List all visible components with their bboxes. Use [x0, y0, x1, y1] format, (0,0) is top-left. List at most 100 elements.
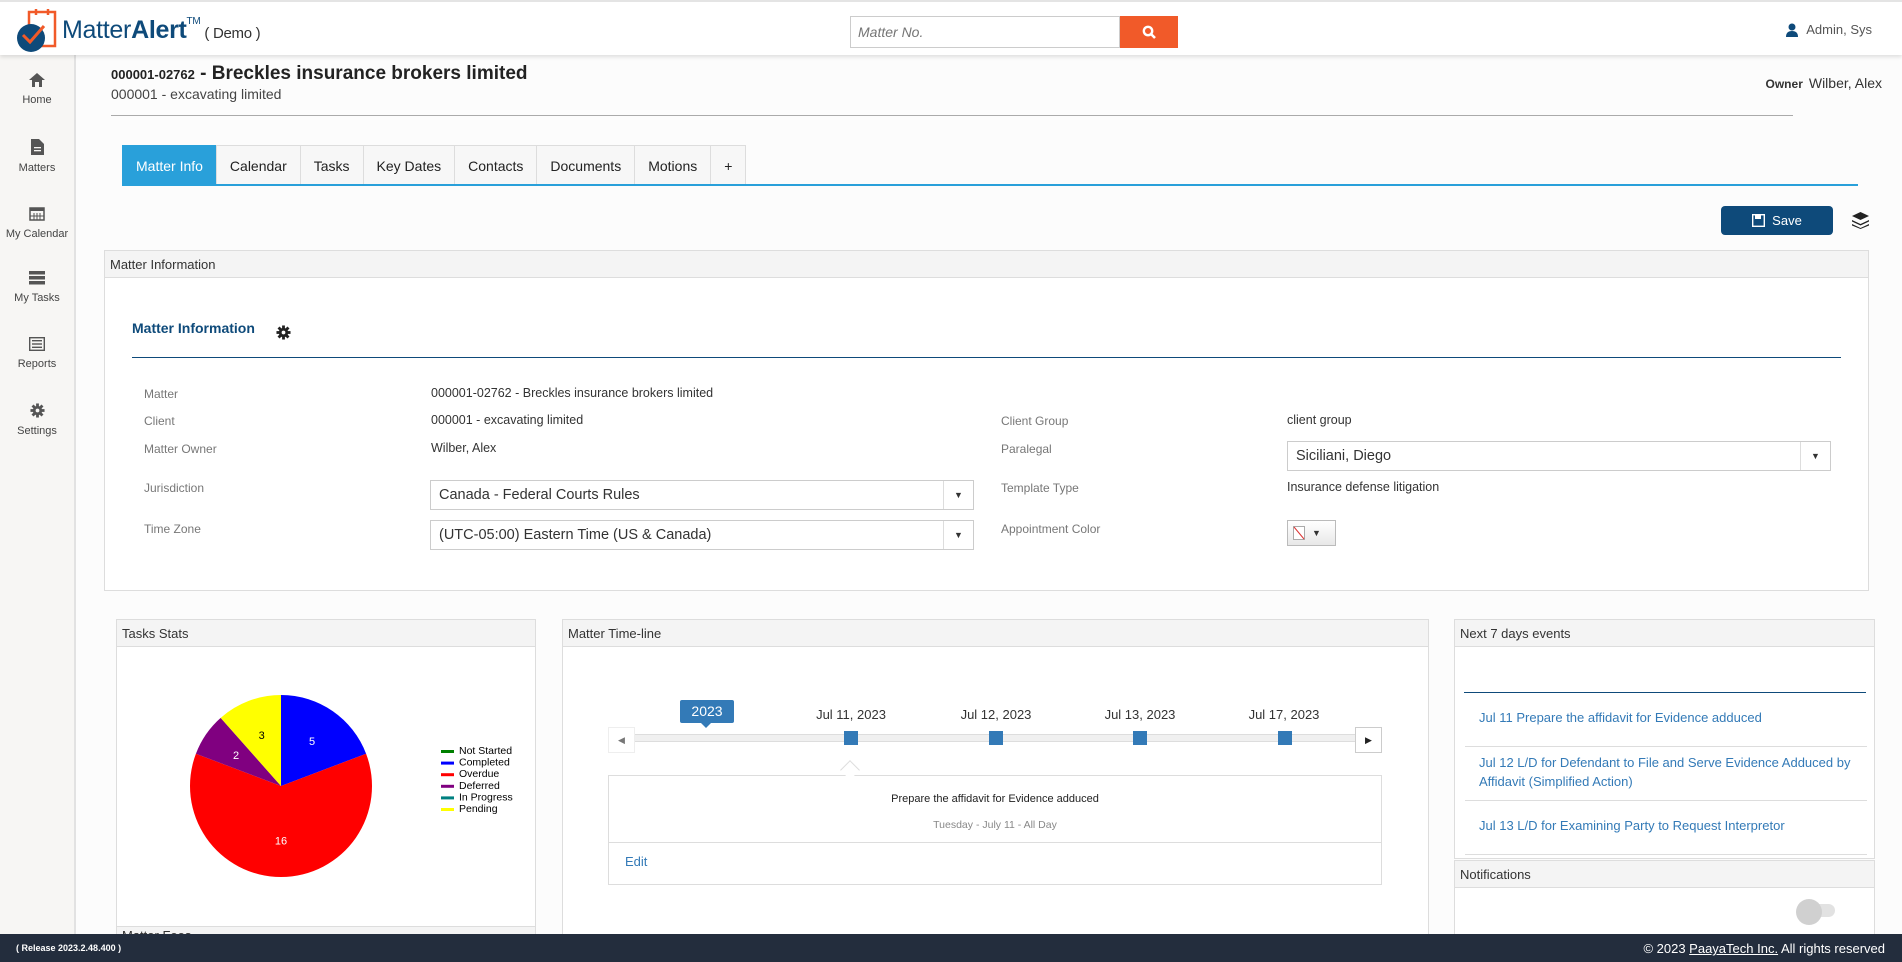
timeline-marker[interactable] [1278, 731, 1292, 745]
matter-value: 000001-02762 - Breckles insurance broker… [431, 386, 714, 400]
divider [609, 842, 1381, 843]
event-link[interactable]: Jul 12 L/D for Defendant to File and Ser… [1479, 755, 1851, 789]
event-link[interactable]: Jul 13 L/D for Examining Party to Reques… [1479, 818, 1785, 833]
copyright: © 2023 PaayaTech Inc. All rights reserve… [1643, 941, 1885, 956]
home-icon [29, 73, 45, 87]
timeline-next-button[interactable]: ▶ [1355, 727, 1382, 753]
tab-tasks[interactable]: Tasks [299, 145, 364, 185]
calendar-icon [29, 207, 45, 221]
release-version: ( Release 2023.2.48.400 ) [16, 943, 122, 953]
appointment-color-label: Appointment Color [1001, 522, 1101, 536]
legend-swatch [441, 773, 454, 777]
tab-add[interactable]: + [710, 145, 747, 185]
sidebar-item-my-tasks[interactable]: My Tasks [0, 253, 74, 319]
divider [1465, 746, 1867, 747]
panel-header: Matter Fees [122, 928, 192, 936]
owner-label: Owner [1765, 77, 1803, 91]
paralegal-select[interactable]: Siciliani, Diego ▼ [1287, 441, 1831, 471]
toggle-knob[interactable] [1796, 899, 1822, 925]
timezone-select[interactable]: (UTC-05:00) Eastern Time (US & Canada) ▼ [430, 520, 974, 550]
page-title: 000001-02762 - Breckles insurance broker… [111, 63, 528, 85]
panel-header: Matter Time-line [563, 620, 1428, 647]
legend-label: Pending [459, 803, 498, 815]
sidebar-item-matters[interactable]: Matters [0, 121, 74, 187]
event-title: Prepare the affidavit for Evidence adduc… [891, 793, 1099, 805]
sidebar-item-home[interactable]: Home [0, 55, 74, 121]
tab-matter-info[interactable]: Matter Info [122, 145, 217, 185]
legend-swatch [441, 784, 454, 788]
legend-label: Deferred [459, 780, 500, 792]
legend-swatch [441, 796, 454, 800]
chevron-down-icon: ▼ [943, 521, 973, 549]
chevron-down-icon: ▼ [1312, 528, 1321, 538]
event-link[interactable]: Jul 11 Prepare the affidavit for Evidenc… [1479, 710, 1762, 725]
owner-value: Wilber, Alex [1808, 75, 1882, 91]
copyright-suffix: All rights reserved [1778, 941, 1885, 956]
tab-bar: Matter Info Calendar Tasks Key Dates Con… [122, 145, 747, 185]
next-7-days-panel: Next 7 days events Jul 11 Prepare the af… [1454, 619, 1875, 859]
sidebar-item-settings[interactable]: Settings [0, 385, 74, 451]
legend-swatch [441, 761, 454, 765]
search-button[interactable] [1120, 16, 1178, 48]
gear-icon [29, 403, 45, 418]
appointment-color-picker[interactable]: ▼ [1287, 520, 1336, 546]
list-icon [29, 337, 45, 351]
legend-swatch [441, 808, 454, 811]
timeline-prev-button[interactable]: ◀ [608, 727, 635, 753]
sidebar-item-my-calendar[interactable]: My Calendar [0, 187, 74, 253]
tab-contacts[interactable]: Contacts [454, 145, 538, 185]
user-menu[interactable]: Admin, Sys [1786, 22, 1872, 37]
gear-icon[interactable] [276, 325, 291, 340]
timeline-date: Jul 17, 2023 [1248, 707, 1320, 722]
event-date: Tuesday - July 11 - All Day [933, 819, 1057, 831]
matter-search-input[interactable] [850, 16, 1120, 48]
sidebar-item-label: Settings [17, 425, 57, 437]
matter-information-panel: Matter Information Matter Information Ma… [104, 250, 1869, 591]
timeline-marker[interactable] [1133, 731, 1147, 745]
tasks-icon [29, 271, 45, 285]
chevron-down-icon: ▼ [943, 481, 973, 509]
timeline-marker[interactable] [989, 731, 1003, 745]
section-divider [132, 357, 1841, 358]
tab-calendar[interactable]: Calendar [215, 145, 301, 185]
divider [1465, 800, 1867, 801]
jurisdiction-value: Canada - Federal Courts Rules [439, 487, 640, 503]
jurisdiction-select[interactable]: Canada - Federal Courts Rules ▼ [430, 480, 974, 510]
sidebar-item-label: Home [22, 94, 52, 106]
notifications-panel: Notifications [1454, 860, 1875, 940]
pie-slice-completed[interactable] [281, 695, 367, 786]
client-value: 000001 - excavating limited [431, 413, 584, 427]
legend-label: Overdue [459, 768, 499, 780]
save-icon [1752, 214, 1766, 227]
owner-display: Owner Wilber, Alex [1766, 75, 1882, 91]
tasks-pie-chart: 5 16 2 3 Not StartedCompletedOverdueDeferred… [190, 695, 513, 877]
layers-icon[interactable] [1852, 212, 1869, 229]
search-icon [1142, 25, 1156, 39]
logo-icon [17, 9, 57, 52]
edit-event-link[interactable]: Edit [625, 854, 648, 869]
pie-slice-deferred[interactable] [195, 717, 281, 786]
timeline-marker[interactable] [844, 731, 858, 745]
panel-header: Notifications [1455, 861, 1874, 888]
pie-data-label: 16 [275, 836, 287, 848]
matter-number: 000001-02762 [111, 67, 195, 82]
paralegal-label: Paralegal [1001, 442, 1052, 456]
footer: ( Release 2023.2.48.400 ) © 2023 PaayaTe… [0, 934, 1902, 962]
section-title: Matter Information [132, 320, 255, 336]
sidebar-item-reports[interactable]: Reports [0, 319, 74, 385]
timezone-value: (UTC-05:00) Eastern Time (US & Canada) [439, 527, 712, 543]
pie-slice-overdue[interactable] [190, 753, 372, 877]
tab-motions[interactable]: Motions [634, 145, 712, 185]
tab-documents[interactable]: Documents [536, 145, 636, 185]
section-divider [1464, 692, 1866, 693]
save-button[interactable]: Save [1721, 206, 1833, 235]
matter-owner-value: Wilber, Alex [431, 441, 497, 455]
file-icon [30, 139, 44, 155]
year-badge[interactable]: 2023 [680, 700, 734, 723]
pie-slice-pending[interactable] [220, 695, 281, 786]
panel-header: Next 7 days events [1455, 620, 1874, 647]
save-label: Save [1772, 213, 1802, 228]
brand-name: MatterAlertTM( Demo ) [62, 16, 261, 45]
company-link[interactable]: PaayaTech Inc. [1689, 941, 1779, 956]
tab-key-dates[interactable]: Key Dates [362, 145, 456, 185]
